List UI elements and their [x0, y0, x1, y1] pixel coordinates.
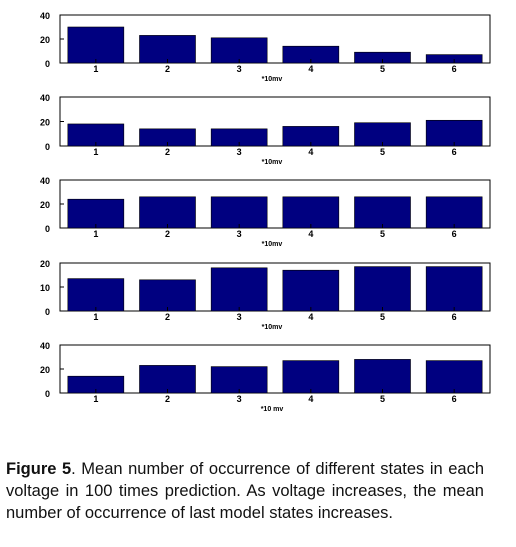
- x-tick-label: 1: [93, 147, 98, 157]
- x-tick-label: 2: [165, 394, 170, 404]
- x-tick-label: 6: [452, 147, 457, 157]
- y-tick-label: 10: [40, 283, 50, 293]
- x-axis-label: *10mv: [262, 76, 283, 83]
- y-tick-label: 0: [45, 59, 50, 69]
- x-tick-label: 4: [308, 147, 313, 157]
- x-tick-label: 1: [93, 394, 98, 404]
- x-tick-label: 6: [452, 229, 457, 239]
- bar-2: [139, 35, 196, 64]
- chart-panel-2: 0 20 40 1 2 3 4 5 6 *10mv: [40, 93, 491, 166]
- y-tick-label: 20: [40, 259, 50, 269]
- x-tick-label: 4: [308, 312, 313, 322]
- figure-caption: Figure 5. Mean number of occurrence of d…: [6, 458, 484, 524]
- y-tick-label: 20: [40, 365, 50, 375]
- bar-3: [210, 37, 268, 64]
- plot-frame: [59, 14, 491, 64]
- bar-6: [425, 196, 483, 229]
- x-tick-label: 5: [380, 147, 385, 157]
- x-tick-label: 2: [165, 229, 170, 239]
- bar-1: [67, 198, 125, 229]
- bar-6: [425, 360, 483, 394]
- bar-5: [354, 196, 411, 229]
- bar-3: [210, 267, 268, 312]
- x-tick-label: 4: [308, 229, 313, 239]
- x-tick-label: 5: [380, 394, 385, 404]
- bar-5: [354, 266, 411, 312]
- caption-label: Figure 5: [6, 460, 72, 478]
- x-tick-label: 2: [165, 64, 170, 74]
- bar-3: [210, 196, 268, 229]
- x-tick-label: 5: [380, 229, 385, 239]
- x-tick-label: 4: [308, 64, 313, 74]
- x-tick-label: 6: [452, 312, 457, 322]
- x-axis-label: *10mv: [262, 241, 283, 248]
- x-tick-label: 3: [237, 394, 242, 404]
- y-tick-label: 0: [45, 142, 50, 152]
- bar-4: [282, 269, 340, 312]
- chart-panel-4: 0 10 20 1 2 3 4 5 6 *10mv: [40, 259, 491, 331]
- plot-frame: [59, 262, 491, 312]
- bar-2: [139, 279, 196, 312]
- bar-4: [282, 196, 340, 229]
- x-tick-label: 1: [93, 312, 98, 322]
- chart-panel-1: 0 20 40 1 2 3 4 5 6 *10mv: [40, 11, 491, 83]
- y-tick-label: 40: [40, 176, 50, 186]
- y-tick-label: 0: [45, 224, 50, 234]
- x-tick-label: 2: [165, 312, 170, 322]
- x-tick-label: 3: [237, 64, 242, 74]
- y-tick-label: 0: [45, 307, 50, 317]
- x-tick-label: 2: [165, 147, 170, 157]
- y-tick-label: 20: [40, 200, 50, 210]
- chart-panel-3: 0 20 40 1 2 3 4 5 6 *10mv: [40, 176, 491, 248]
- bar-3: [210, 366, 268, 394]
- y-tick-label: 0: [45, 389, 50, 399]
- y-tick-label: 40: [40, 11, 50, 21]
- x-tick-label: 4: [308, 394, 313, 404]
- y-tick-label: 20: [40, 35, 50, 45]
- plot-frame: [59, 96, 491, 147]
- x-tick-label: 6: [452, 64, 457, 74]
- x-tick-label: 1: [93, 229, 98, 239]
- bar-5: [354, 359, 411, 394]
- x-axis-label: *10mv: [262, 324, 283, 331]
- plot-frame: [59, 344, 491, 394]
- bar-1: [67, 26, 125, 64]
- x-axis-label: *10 mv: [261, 406, 284, 413]
- bar-6: [425, 266, 483, 312]
- bar-2: [139, 365, 196, 394]
- y-tick-label: 20: [40, 118, 50, 128]
- bar-4: [282, 360, 340, 394]
- caption-text: . Mean number of occurrence of different…: [6, 460, 485, 522]
- bar-2: [139, 196, 196, 229]
- x-tick-label: 3: [237, 229, 242, 239]
- chart-panel-5: 0 20 40 1 2 3 4 5 6 *10 mv: [40, 341, 491, 413]
- x-tick-label: 3: [237, 147, 242, 157]
- x-tick-label: 3: [237, 312, 242, 322]
- x-tick-label: 5: [380, 64, 385, 74]
- x-axis-label: *10mv: [262, 159, 283, 166]
- x-tick-label: 5: [380, 312, 385, 322]
- y-tick-label: 40: [40, 341, 50, 351]
- x-tick-label: 1: [93, 64, 98, 74]
- x-tick-label: 6: [452, 394, 457, 404]
- bar-1: [67, 278, 125, 312]
- plot-frame: [59, 179, 491, 229]
- y-tick-label: 40: [40, 93, 50, 103]
